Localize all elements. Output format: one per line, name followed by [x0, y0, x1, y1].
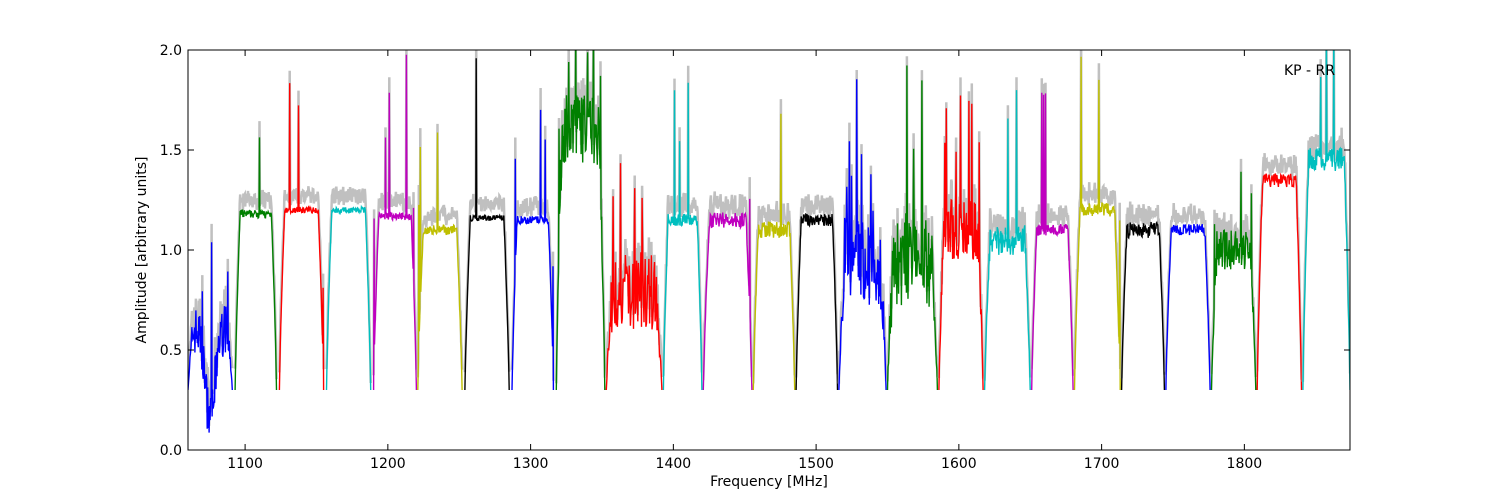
background-trace [278, 70, 325, 373]
background-trace [837, 69, 888, 384]
band-trace [702, 198, 753, 391]
band-trace [886, 65, 939, 391]
band-trace [1165, 223, 1211, 391]
x-axis-label: Frequency [MHz] [710, 474, 828, 490]
band-trace [1031, 92, 1074, 391]
band-trace [325, 204, 372, 391]
background-trace [463, 50, 511, 373]
background-trace [416, 123, 464, 378]
chart-annotation: KP - RR [1284, 63, 1335, 79]
background-trace [662, 65, 704, 376]
background-trace [372, 50, 418, 376]
band-trace [605, 163, 663, 391]
y-tick-label: 2.0 [160, 43, 182, 59]
y-axis: 0.0 0.5 1.0 1.5 2.0 [160, 43, 1350, 459]
y-tick-label: 1.5 [160, 143, 182, 159]
band-trace [662, 82, 703, 391]
band-trace [1120, 220, 1166, 391]
band-trace [417, 132, 463, 391]
band-trace [555, 50, 606, 391]
series-layer [188, 50, 1350, 433]
band-trace [464, 58, 510, 391]
background-trace [1164, 203, 1212, 374]
y-tick-label: 0.0 [160, 443, 182, 459]
background-trace [233, 121, 278, 380]
band-trace [838, 79, 887, 391]
background-trace [1030, 78, 1075, 376]
background-trace [794, 194, 839, 378]
x-tick-label: 1700 [1084, 456, 1120, 472]
band-trace [511, 109, 555, 391]
x-tick-label: 1100 [227, 456, 263, 472]
x-tick-label: 1500 [798, 456, 834, 472]
y-axis-label: Amplitude [arbitrary units] [134, 157, 150, 344]
plot-area [188, 50, 1350, 450]
x-axis: 1100 1200 1300 1400 1500 1600 1700 1800 [227, 50, 1262, 472]
x-tick-label: 1600 [941, 456, 977, 472]
band-trace [1073, 56, 1121, 391]
y-tick-label: 1.0 [160, 243, 182, 259]
x-tick-label: 1200 [370, 456, 406, 472]
band-trace [278, 83, 325, 391]
x-tick-label: 1300 [513, 456, 549, 472]
background-trace [325, 186, 372, 384]
background-trace [1255, 153, 1303, 380]
band-trace [983, 90, 1031, 391]
band-trace [372, 54, 418, 391]
band-trace [938, 95, 984, 391]
x-tick-label: 1400 [656, 456, 692, 472]
band-trace [752, 113, 796, 391]
y-tick-label: 0.5 [160, 343, 182, 359]
band-trace [1210, 171, 1257, 391]
background-trace [752, 99, 796, 384]
background-trace [510, 87, 555, 381]
band-trace [1256, 172, 1303, 391]
band-trace [1302, 50, 1350, 391]
band-trace [795, 212, 839, 391]
band-trace [234, 137, 278, 391]
band-trace [188, 242, 233, 433]
x-tick-label: 1800 [1227, 456, 1263, 472]
